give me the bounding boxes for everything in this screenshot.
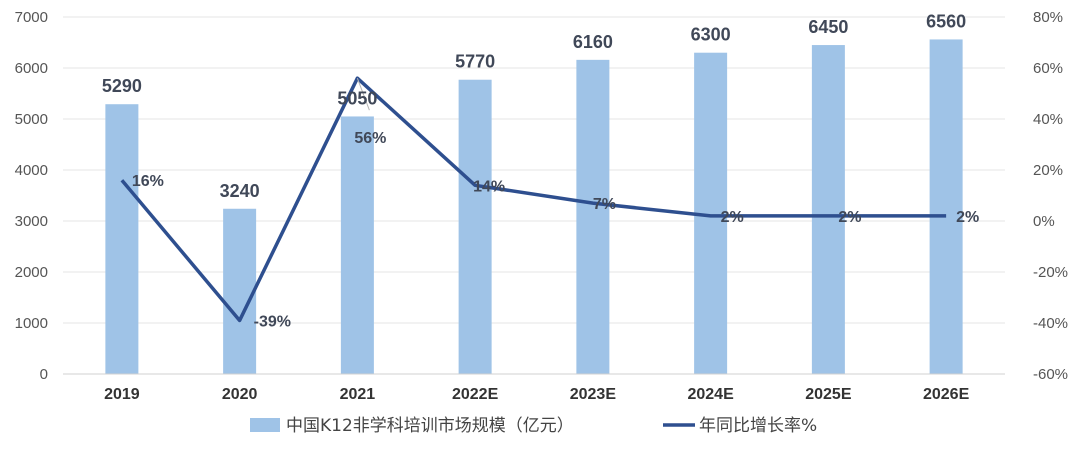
bar-value-label: 5770 — [455, 52, 495, 72]
line-value-label: 2% — [838, 209, 861, 226]
bar — [105, 104, 139, 375]
y-right-tick-label: 40% — [1033, 111, 1063, 128]
bar-value-label: 6450 — [808, 17, 848, 37]
x-tick-label: 2025E — [805, 386, 852, 403]
bar-series — [105, 39, 963, 375]
x-tick-label: 2020 — [222, 386, 258, 403]
growth-rate-line — [120, 76, 947, 323]
legend: 中国K12非学科培训市场规模（亿元） 年同比增长率% — [250, 416, 817, 436]
bar — [458, 79, 492, 374]
y-left-tick-label: 1000 — [15, 315, 48, 332]
leader-line — [356, 78, 370, 111]
y-left-tick-label: 3000 — [15, 213, 48, 230]
bar-value-label: 3240 — [220, 181, 260, 201]
data-labels: 5290 3240 5050 5770 6160 6300 6450 6560 16% -39% 5… — [102, 11, 979, 330]
x-tick-label: 2026E — [923, 386, 970, 403]
y-right-tick-label: 80% — [1033, 9, 1063, 26]
line-value-label: 16% — [132, 173, 164, 190]
y-right-tick-label: 20% — [1033, 162, 1063, 179]
bar-value-label: 6160 — [573, 32, 613, 52]
y-right-tick-label: 60% — [1033, 60, 1063, 77]
y-left-tick-label: 6000 — [15, 60, 48, 77]
axes: 0 1000 2000 3000 4000 5000 6000 7000 -60% -40% -20… — [15, 9, 1068, 403]
bar-value-label: 6300 — [691, 25, 731, 45]
legend-bar-label: 中国K12非学科培训市场规模（亿元） — [286, 416, 574, 436]
y-right-tick-label: 0% — [1033, 213, 1055, 230]
y-right-tick-label: -60% — [1033, 366, 1068, 383]
line-value-label: 7% — [593, 196, 616, 213]
line-value-label: 2% — [721, 209, 744, 226]
gridlines — [63, 16, 1005, 324]
bar — [576, 59, 610, 375]
line-value-label: 56% — [354, 130, 386, 147]
line-value-label: 14% — [473, 178, 505, 195]
legend-line-label: 年同比增长率% — [699, 416, 817, 436]
x-tick-label: 2019 — [104, 386, 140, 403]
bar — [929, 39, 963, 374]
line-value-label: -39% — [254, 313, 291, 330]
bar — [223, 208, 257, 374]
line-value-label: 2% — [956, 209, 979, 226]
y-left-tick-label: 0 — [40, 366, 48, 383]
y-right-tick-label: -20% — [1033, 264, 1068, 281]
bar-value-label: 5050 — [337, 88, 377, 108]
y-left-tick-label: 4000 — [15, 162, 48, 179]
bar — [811, 45, 845, 375]
bar-value-label: 5290 — [102, 76, 142, 96]
y-left-tick-label: 7000 — [15, 9, 48, 26]
y-right-tick-label: -40% — [1033, 315, 1068, 332]
x-tick-label: 2023E — [570, 386, 617, 403]
x-tick-label: 2021 — [340, 386, 376, 403]
x-tick-label: 2024E — [687, 386, 734, 403]
bar — [340, 116, 374, 374]
line-series — [120, 76, 947, 323]
y-left-tick-label: 2000 — [15, 264, 48, 281]
y-left-tick-label: 5000 — [15, 111, 48, 128]
bar-value-label: 6560 — [926, 11, 966, 31]
legend-bar-swatch — [250, 418, 280, 432]
x-tick-label: 2022E — [452, 386, 499, 403]
